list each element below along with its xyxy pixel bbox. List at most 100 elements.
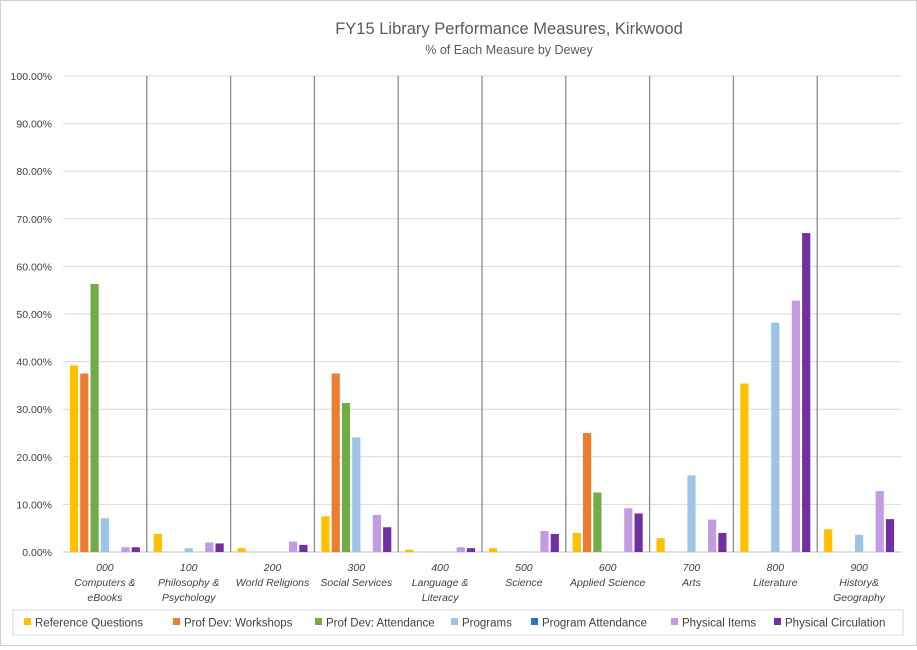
x-axis-labels: 000 Computers & eBooks 100 Philosophy & Psych… (74, 562, 886, 604)
bar (237, 548, 246, 552)
legend-swatch (451, 618, 458, 625)
y-tick-label: 90.00% (16, 119, 52, 131)
x-tick-label: 900 (850, 562, 868, 574)
bar (634, 513, 643, 552)
legend-label: Physical Circulation (785, 618, 885, 630)
x-tick-label: 200 (263, 562, 282, 574)
legend-swatch (173, 618, 180, 625)
legend-swatch (671, 618, 678, 625)
x-tick-label: Psychology (162, 592, 216, 604)
bar (740, 383, 749, 552)
legend-swatch (24, 618, 31, 625)
bar (352, 437, 361, 552)
bar (488, 548, 498, 552)
bar (331, 373, 340, 552)
bar (321, 516, 330, 552)
x-tick-label: History& (839, 577, 879, 589)
x-tick-label: 000 (96, 562, 114, 574)
x-tick-label: Literature (753, 577, 798, 589)
legend-label: Programs (462, 618, 512, 630)
bar (341, 403, 351, 552)
x-tick-label: eBooks (87, 592, 123, 604)
bar (624, 508, 633, 552)
bar (583, 433, 592, 552)
legend-label: Prof Dev: Attendance (326, 618, 435, 630)
bar (540, 531, 549, 552)
bar (69, 365, 79, 552)
x-tick-label: 700 (683, 562, 701, 574)
bar (405, 549, 414, 552)
bar (131, 547, 140, 552)
y-tick-label: 100.00% (11, 71, 52, 83)
bar (771, 322, 780, 552)
bar (215, 543, 224, 552)
x-tick-label: 400 (431, 562, 449, 574)
x-tick-label: 300 (348, 562, 366, 574)
bar (90, 284, 99, 552)
bar (656, 538, 665, 552)
y-axis-ticks: 0.00% 10.00% 20.00% 30.00% 40.00% 50.00% 60.00… (11, 71, 52, 559)
bar (100, 518, 109, 552)
y-tick-label: 80.00% (16, 166, 52, 178)
y-tick-label: 40.00% (16, 357, 52, 369)
x-tick-label: Arts (681, 577, 701, 589)
bar (289, 541, 298, 552)
bar (121, 547, 130, 552)
bar (708, 519, 717, 552)
bar (383, 527, 392, 552)
x-tick-label: Applied Science (569, 577, 645, 589)
bar (80, 373, 89, 552)
y-tick-label: 30.00% (16, 404, 52, 416)
legend: Reference Questions Prof Dev: Workshops Pr… (24, 618, 885, 630)
category-separators (146, 76, 818, 552)
bars (69, 233, 895, 552)
legend-swatch (774, 618, 781, 625)
x-tick-label: Language & (412, 577, 469, 589)
bar (802, 233, 811, 552)
bar (687, 475, 696, 552)
y-tick-label: 50.00% (16, 309, 52, 321)
chart-subtitle: % of Each Measure by Dewey (425, 43, 593, 57)
chart-title: FY15 Library Performance Measures, Kirkw… (335, 20, 683, 38)
legend-swatch (531, 618, 538, 625)
legend-label: Prof Dev: Workshops (184, 618, 293, 630)
x-tick-label: Philosophy & (158, 577, 219, 589)
bar (572, 532, 581, 552)
bar (466, 548, 476, 552)
bar (791, 300, 800, 552)
x-tick-label: Science (505, 577, 543, 589)
bar (855, 534, 864, 552)
y-tick-label: 70.00% (16, 214, 52, 226)
x-tick-label: Computers & (74, 577, 135, 589)
bar (456, 547, 465, 552)
bar (718, 532, 727, 552)
legend-label: Reference Questions (35, 618, 143, 630)
y-tick-label: 0.00% (22, 547, 52, 559)
legend-swatch (315, 618, 322, 625)
bar (299, 544, 308, 552)
bar (184, 548, 193, 552)
x-tick-label: 500 (515, 562, 533, 574)
bar (593, 492, 602, 552)
y-tick-label: 10.00% (16, 499, 52, 511)
bar (550, 533, 559, 552)
x-tick-label: Geography (833, 592, 886, 604)
x-tick-label: World Religions (236, 577, 310, 589)
bar (153, 533, 162, 552)
bar (205, 542, 214, 552)
bar (824, 529, 833, 552)
x-tick-label: 600 (599, 562, 617, 574)
y-tick-label: 60.00% (16, 261, 52, 273)
bar (875, 491, 884, 552)
x-tick-label: Literacy (422, 592, 460, 604)
bar (885, 519, 895, 552)
y-tick-label: 20.00% (16, 452, 52, 464)
legend-label: Program Attendance (542, 618, 647, 630)
x-tick-label: 800 (767, 562, 785, 574)
bar (372, 514, 381, 552)
x-tick-label: Social Services (320, 577, 393, 589)
legend-label: Physical Items (682, 618, 756, 630)
x-tick-label: 100 (180, 562, 198, 574)
